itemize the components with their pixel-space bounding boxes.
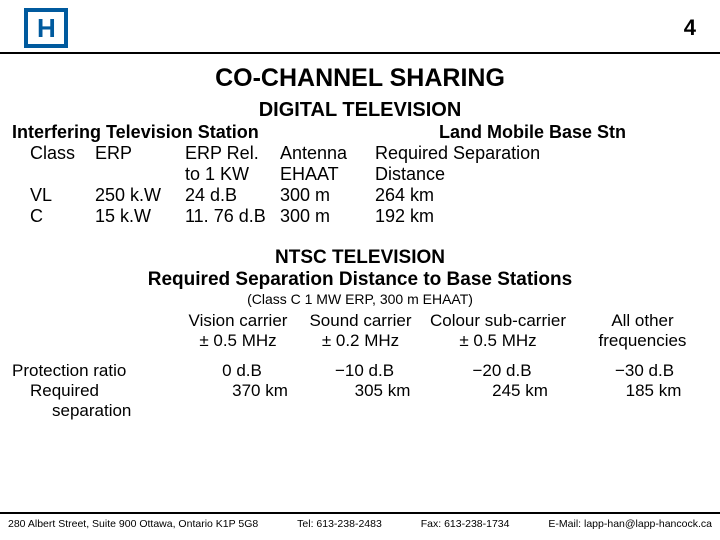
cell: 370 km	[200, 381, 320, 401]
col-sound: Sound carrier	[298, 311, 423, 331]
col-vision-2: ± 0.5 MHz	[178, 331, 298, 351]
cell: 24 d.B	[185, 185, 280, 206]
cell: 192 km	[375, 206, 708, 227]
ntsc-heading3: (Class C 1 MW ERP, 300 m EHAAT)	[0, 291, 720, 307]
digital-right-header: Land Mobile Base Stn	[357, 122, 708, 143]
cell: 250 k.W	[95, 185, 185, 206]
col-sound-2: ± 0.2 MHz	[298, 331, 423, 351]
table-row: separation	[8, 401, 712, 421]
cell: 0 d.B	[182, 361, 302, 381]
footer-fax: Fax: 613-238-1734	[421, 518, 510, 530]
ntsc-table: Vision carrier Sound carrier Colour sub-…	[0, 311, 720, 421]
table-row: VL 250 k.W 24 d.B 300 m 264 km	[12, 185, 708, 206]
col-erp-rel: ERP Rel.	[185, 143, 280, 164]
logo-letter: H	[37, 12, 56, 44]
cell: 305 km	[320, 381, 445, 401]
ntsc-heading2: Required Separation Distance to Base Sta…	[0, 269, 720, 291]
col-other-2: frequencies	[573, 331, 712, 351]
col-erp-rel-2: to 1 KW	[185, 164, 280, 185]
col-colour: Colour sub-carrier	[423, 311, 573, 331]
cell: −30 d.B	[577, 361, 712, 381]
cell: 185 km	[595, 381, 712, 401]
cell: 15 k.W	[95, 206, 185, 227]
logo-icon: H	[24, 8, 68, 48]
table-row: C 15 k.W 11. 76 d.B 300 m 192 km	[12, 206, 708, 227]
footer-email: E-Mail: lapp-han@lapp-hancock.ca	[548, 518, 712, 530]
cell: VL	[12, 185, 95, 206]
cell: −10 d.B	[302, 361, 427, 381]
col-req-sep: Required Separation	[375, 143, 708, 164]
ntsc-block: NTSC TELEVISION Required Separation Dist…	[0, 247, 720, 307]
cell: 245 km	[445, 381, 595, 401]
row-label: Protection ratio	[8, 361, 182, 381]
col-antenna-2: EHAAT	[280, 164, 375, 185]
row-label: separation	[8, 401, 222, 421]
footer-address: 280 Albert Street, Suite 900 Ottawa, Ont…	[8, 518, 258, 530]
ntsc-heading1: NTSC TELEVISION	[0, 247, 720, 269]
col-other: All other	[573, 311, 712, 331]
col-vision: Vision carrier	[178, 311, 298, 331]
page-number: 4	[684, 15, 696, 41]
col-class: Class	[12, 143, 95, 164]
row-label: Required	[8, 381, 200, 401]
cell: 300 m	[280, 206, 375, 227]
page-title: CO-CHANNEL SHARING	[0, 64, 720, 93]
digital-left-header: Interfering Television Station	[12, 122, 357, 143]
header: H 4	[0, 0, 720, 54]
cell: 11. 76 d.B	[185, 206, 280, 227]
cell: 264 km	[375, 185, 708, 206]
table-row: Protection ratio 0 d.B −10 d.B −20 d.B −…	[8, 361, 712, 381]
footer: 280 Albert Street, Suite 900 Ottawa, Ont…	[0, 512, 720, 534]
col-antenna: Antenna	[280, 143, 375, 164]
cell: −20 d.B	[427, 361, 577, 381]
cell: 300 m	[280, 185, 375, 206]
col-colour-2: ± 0.5 MHz	[423, 331, 573, 351]
footer-tel: Tel: 613-238-2483	[297, 518, 382, 530]
digital-heading: DIGITAL TELEVISION	[0, 99, 720, 122]
cell: C	[12, 206, 95, 227]
digital-table: Interfering Television Station Land Mobi…	[0, 122, 720, 227]
table-row: Required 370 km 305 km 245 km 185 km	[8, 381, 712, 401]
col-req-sep-2: Distance	[375, 164, 708, 185]
col-erp: ERP	[95, 143, 185, 164]
